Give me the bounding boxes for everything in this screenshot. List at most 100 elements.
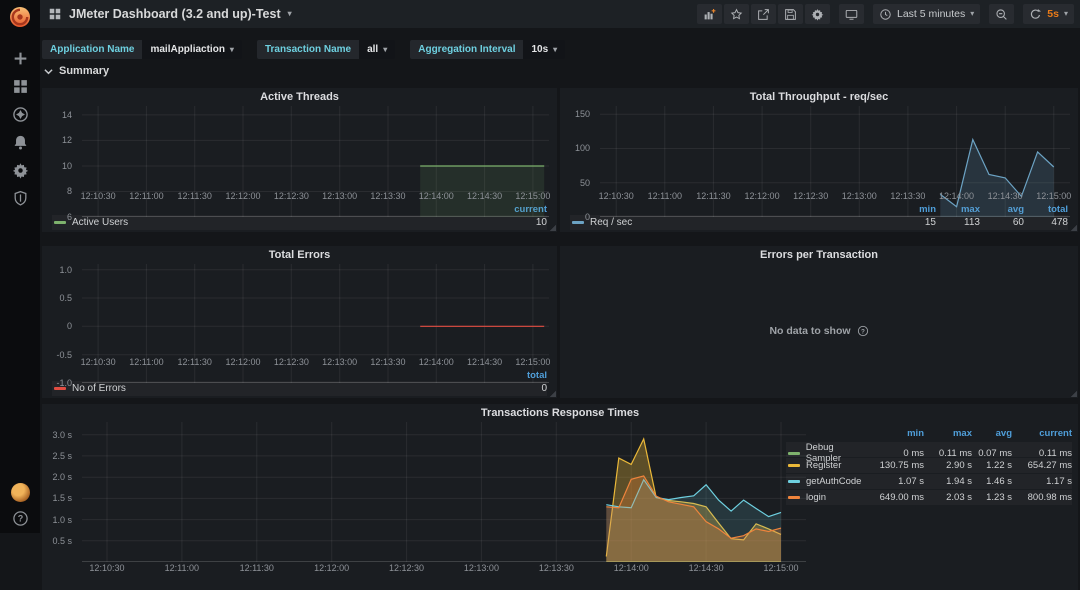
legend-value: 0.07 ms bbox=[978, 447, 1012, 459]
time-range-label: Last 5 minutes bbox=[896, 8, 966, 20]
chart-legend: current Active Users 10 bbox=[42, 203, 557, 232]
x-axis-tick: 12:13:30 bbox=[370, 191, 406, 201]
legend-value: 800.98 ms bbox=[1027, 492, 1072, 503]
legend-col-avg: avg bbox=[1007, 203, 1024, 215]
x-axis-tick: 12:13:00 bbox=[463, 563, 499, 573]
legend-item-no-of-errors: No of Errors 0 bbox=[52, 381, 547, 396]
sidebar: ? bbox=[0, 0, 40, 533]
legend-series-toggle[interactable]: getAuthCode bbox=[786, 476, 870, 487]
legend-series-toggle[interactable]: Req / sec bbox=[570, 217, 892, 228]
panel-title[interactable]: Errors per Transaction bbox=[760, 249, 878, 261]
zoom-out-icon bbox=[995, 8, 1008, 21]
x-axis-tick: 12:11:00 bbox=[129, 357, 164, 367]
variable-label: Transaction Name bbox=[256, 40, 360, 59]
sidebar-item-alerting[interactable] bbox=[12, 134, 29, 151]
x-axis-tick: 12:14:30 bbox=[467, 357, 503, 367]
x-axis-tick: 12:13:00 bbox=[841, 191, 877, 201]
legend-series-toggle[interactable]: Debug Sampler bbox=[786, 442, 870, 464]
legend-col-avg: avg bbox=[995, 428, 1012, 439]
variable-application-name[interactable]: Application Name mailAppliaction ▾ bbox=[42, 40, 242, 59]
legend-value: 0.11 ms bbox=[1038, 447, 1072, 459]
legend-col-max: max bbox=[952, 428, 972, 439]
zoom-out-button[interactable] bbox=[989, 4, 1015, 24]
y-axis-tick: 2.0 s bbox=[52, 472, 72, 483]
panel-resize-handle[interactable] bbox=[1070, 390, 1077, 397]
legend-value: 15 bbox=[924, 217, 936, 228]
series-color-dash bbox=[788, 496, 800, 499]
sidebar-item-server-admin[interactable] bbox=[12, 190, 29, 207]
sidebar-item-configuration[interactable] bbox=[12, 162, 29, 179]
x-axis-tick: 12:14:00 bbox=[939, 191, 975, 201]
chart-plot-area[interactable] bbox=[82, 422, 806, 563]
settings-button[interactable] bbox=[804, 4, 830, 24]
x-axis-tick: 12:12:30 bbox=[793, 191, 829, 201]
sidebar-item-dashboards[interactable] bbox=[12, 78, 29, 95]
panel-errors-per-transaction: Errors per Transaction No data to show ? bbox=[560, 246, 1078, 398]
legend-item-login: login 649.00 ms 2.03 s 1.23 s 800.98 ms bbox=[786, 490, 1072, 505]
legend-series-toggle[interactable]: Register bbox=[786, 460, 870, 471]
cycle-view-button[interactable] bbox=[838, 4, 864, 24]
x-axis-tick: 12:12:30 bbox=[273, 191, 309, 201]
row-summary-title: Summary bbox=[59, 65, 110, 77]
panel-resize-handle[interactable] bbox=[549, 390, 556, 397]
chevron-down-icon: ▾ bbox=[553, 44, 558, 54]
sidebar-item-plus[interactable] bbox=[12, 50, 29, 67]
variable-value-dropdown[interactable]: all ▾ bbox=[359, 40, 396, 59]
sidebar-item-explore[interactable] bbox=[12, 106, 29, 123]
variable-aggregation-interval[interactable]: Aggregation Interval 10s ▾ bbox=[410, 40, 566, 59]
legend-col-max: max bbox=[960, 203, 980, 215]
panel-resize-handle[interactable] bbox=[1070, 224, 1077, 231]
save-button[interactable] bbox=[777, 4, 803, 24]
refresh-button[interactable]: 5s ▾ bbox=[1023, 4, 1074, 24]
panel-title[interactable]: Total Errors bbox=[268, 249, 331, 261]
chart-plot-area[interactable] bbox=[82, 106, 549, 218]
panel-title[interactable]: Total Throughput - req/sec bbox=[749, 91, 889, 103]
y-axis-tick: -0.5 bbox=[56, 349, 72, 360]
legend-series-toggle[interactable]: login bbox=[786, 492, 870, 503]
variable-transaction-name[interactable]: Transaction Name all ▾ bbox=[256, 40, 396, 59]
variable-value-dropdown[interactable]: 10s ▾ bbox=[523, 40, 566, 59]
y-axis-tick: 50 bbox=[579, 177, 590, 188]
legend-value: 1.07 s bbox=[898, 476, 924, 487]
help-icon[interactable]: ? bbox=[857, 325, 869, 337]
legend-series-toggle[interactable]: Active Users bbox=[52, 217, 503, 228]
user-avatar[interactable] bbox=[10, 483, 30, 502]
grafana-logo[interactable] bbox=[8, 5, 32, 29]
legend-col-total: total bbox=[1047, 203, 1068, 215]
panel-title[interactable]: Transactions Response Times bbox=[480, 407, 640, 419]
x-axis-tick: 12:11:00 bbox=[129, 191, 164, 201]
legend-value: 1.22 s bbox=[986, 460, 1012, 471]
panel-resize-handle[interactable] bbox=[549, 224, 556, 231]
add-panel-button[interactable] bbox=[696, 4, 722, 24]
star-button[interactable] bbox=[723, 4, 749, 24]
legend-header-row: min max avg current bbox=[786, 426, 1072, 441]
chart-legend: total No of Errors 0 bbox=[42, 369, 557, 398]
chart-plot-area[interactable] bbox=[600, 106, 1070, 218]
legend-header-row: min max avg total bbox=[570, 203, 1068, 215]
chart-plot-area[interactable] bbox=[82, 264, 549, 384]
series-color-dash bbox=[788, 480, 800, 483]
x-axis-tick: 12:11:00 bbox=[164, 563, 200, 573]
legend-header-row: total bbox=[52, 369, 547, 381]
dashboard-title[interactable]: JMeter Dashboard (3.2 and up)-Test ▾ bbox=[48, 7, 292, 21]
legend-item-getauthcode: getAuthCode 1.07 s 1.94 s 1.46 s 1.17 s bbox=[786, 474, 1072, 489]
dashboard-title-text: JMeter Dashboard (3.2 and up)-Test bbox=[69, 7, 281, 21]
legend-value: 478 bbox=[1051, 217, 1068, 228]
share-button[interactable] bbox=[750, 4, 776, 24]
legend-series-toggle[interactable]: No of Errors bbox=[52, 383, 503, 394]
variable-value-dropdown[interactable]: mailAppliaction ▾ bbox=[142, 40, 242, 59]
x-axis-tick: 12:11:30 bbox=[239, 563, 274, 573]
template-variables-row: Application Name mailAppliaction ▾ Transac… bbox=[42, 40, 566, 59]
sidebar-item-help[interactable]: ? bbox=[12, 510, 29, 527]
y-axis-tick: 12 bbox=[61, 135, 72, 146]
clock-icon bbox=[879, 8, 892, 21]
legend-value: 1.46 s bbox=[986, 476, 1012, 487]
legend-value: 649.00 ms bbox=[879, 492, 924, 503]
y-axis-tick: 0.5 s bbox=[52, 535, 72, 546]
x-axis-tick: 12:10:30 bbox=[80, 357, 116, 367]
row-summary-toggle[interactable]: Summary bbox=[44, 65, 109, 77]
time-range-picker[interactable]: Last 5 minutes ▾ bbox=[872, 4, 981, 24]
refresh-interval-label: 5s bbox=[1047, 8, 1059, 20]
panel-title[interactable]: Active Threads bbox=[260, 91, 339, 103]
x-axis-tick: 12:14:00 bbox=[418, 357, 454, 367]
